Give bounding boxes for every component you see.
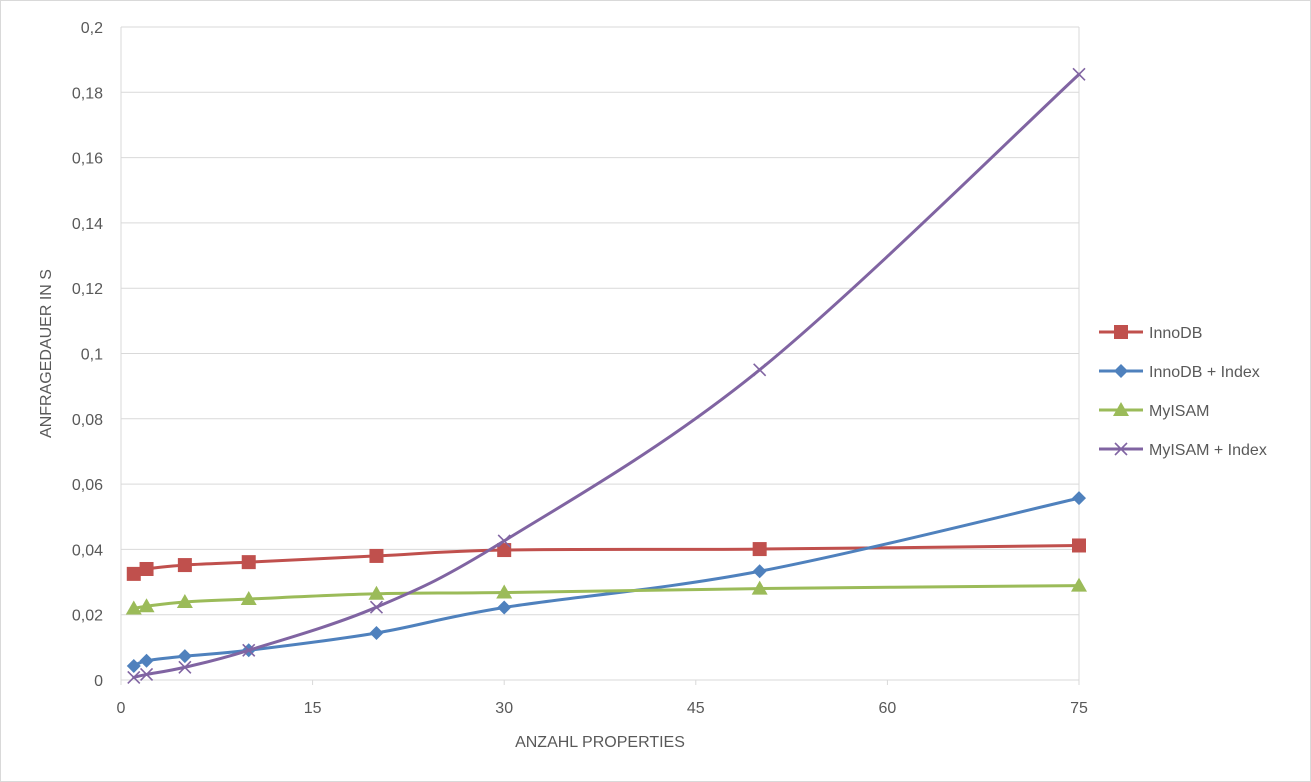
data-point bbox=[139, 653, 154, 668]
data-point bbox=[242, 643, 256, 657]
x-tick-label: 60 bbox=[879, 700, 897, 717]
data-point bbox=[368, 585, 385, 600]
legend-marker bbox=[1114, 364, 1128, 378]
y-tick-label: 0,18 bbox=[72, 85, 103, 102]
data-point bbox=[753, 363, 767, 377]
data-point bbox=[751, 580, 768, 595]
data-point bbox=[177, 649, 192, 664]
series-group bbox=[125, 67, 1087, 684]
y-tick-label: 0,16 bbox=[72, 151, 103, 168]
data-point bbox=[497, 600, 512, 615]
data-point bbox=[1072, 491, 1086, 506]
data-point bbox=[752, 564, 767, 579]
data-point bbox=[240, 591, 257, 606]
data-point bbox=[178, 660, 192, 674]
data-point bbox=[127, 670, 141, 684]
y-axis-ticks: 0 0,02 0,04 0,06 0,08 0,1 0,12 0,14 0,16 0,18 0,2 bbox=[72, 20, 103, 690]
data-point bbox=[138, 598, 155, 613]
data-point bbox=[241, 555, 256, 570]
data-point bbox=[497, 543, 512, 558]
series-line bbox=[132, 543, 1081, 576]
data-point bbox=[752, 542, 767, 557]
series-myisam-index bbox=[127, 67, 1086, 684]
data-point bbox=[139, 561, 154, 576]
data-point bbox=[1072, 67, 1086, 81]
legend-label: MyISAM + Index bbox=[1149, 442, 1267, 459]
data-point bbox=[369, 600, 384, 614]
legend-marker bbox=[1113, 402, 1129, 416]
data-point bbox=[126, 566, 141, 581]
series-innodb bbox=[126, 538, 1086, 581]
data-point bbox=[126, 658, 141, 673]
legend-item[interactable]: InnoDB bbox=[1099, 325, 1202, 342]
y-tick-label: 0,2 bbox=[81, 20, 103, 37]
x-axis-ticks: 0 15 30 45 60 75 bbox=[117, 680, 1088, 717]
legend-marker bbox=[1114, 442, 1128, 456]
data-point bbox=[1071, 577, 1087, 592]
y-tick-label: 0,06 bbox=[72, 477, 103, 494]
y-tick-label: 0,1 bbox=[81, 347, 103, 364]
data-point bbox=[497, 534, 511, 548]
series-line bbox=[132, 72, 1081, 679]
data-point bbox=[177, 558, 192, 573]
legend-label: MyISAM bbox=[1149, 403, 1209, 420]
y-tick-label: 0,12 bbox=[72, 281, 103, 298]
legend-label: InnoDB bbox=[1149, 325, 1202, 342]
y-tick-label: 0,04 bbox=[72, 542, 103, 559]
legend-label: InnoDB + Index bbox=[1149, 364, 1260, 381]
series-myisam bbox=[125, 577, 1087, 615]
legend-marker bbox=[1114, 325, 1128, 339]
legend[interactable]: InnoDB InnoDB + Index MyISAM MyISAM + Index bbox=[1099, 325, 1267, 459]
legend-item[interactable]: InnoDB + Index bbox=[1099, 364, 1260, 381]
y-axis-title: ANFRAGEDAUER IN S bbox=[38, 269, 55, 438]
series-line bbox=[132, 584, 1081, 610]
legend-item[interactable]: MyISAM + Index bbox=[1099, 442, 1267, 459]
data-point bbox=[1072, 538, 1086, 553]
data-point bbox=[139, 667, 154, 682]
gridlines bbox=[120, 26, 1080, 680]
y-tick-label: 0,02 bbox=[72, 608, 103, 625]
y-tick-label: 0,08 bbox=[72, 412, 103, 429]
data-point bbox=[369, 548, 384, 563]
x-axis-title: ANZAHL PROPERTIES bbox=[515, 734, 685, 751]
x-tick-label: 75 bbox=[1070, 700, 1088, 717]
x-tick-label: 45 bbox=[687, 700, 705, 717]
data-point bbox=[176, 593, 193, 608]
x-tick-label: 15 bbox=[304, 700, 322, 717]
y-tick-label: 0 bbox=[94, 673, 103, 690]
data-point bbox=[125, 600, 142, 615]
data-point bbox=[496, 584, 513, 599]
y-tick-label: 0,14 bbox=[72, 216, 103, 233]
legend-item[interactable]: MyISAM bbox=[1099, 402, 1209, 420]
data-point bbox=[369, 625, 384, 640]
series-line bbox=[132, 496, 1081, 668]
x-tick-label: 30 bbox=[495, 700, 513, 717]
x-tick-label: 0 bbox=[117, 700, 126, 717]
series-innodb-index bbox=[126, 491, 1086, 673]
